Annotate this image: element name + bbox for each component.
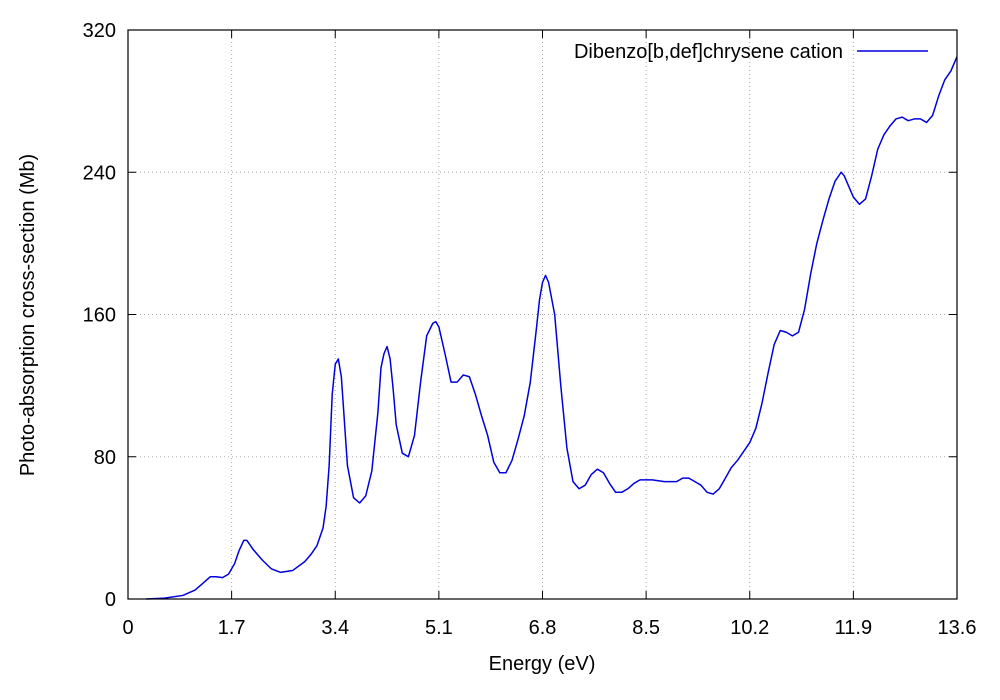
x-tick-label: 10.2	[730, 617, 769, 639]
tick-labels: 0 1.7 3.4 5.1 6.8 8.5 10.2 11.9 13.6 0 80 160 240 320	[83, 20, 977, 639]
series-line	[146, 56, 958, 600]
x-tick-label: 8.5	[632, 617, 660, 639]
x-tick-label: 13.6	[938, 617, 977, 639]
y-tick-label: 240	[83, 162, 116, 184]
x-tick-label: 0	[122, 617, 133, 639]
y-axis-title: Photo-absorption cross-section (Mb)	[17, 154, 39, 476]
legend: Dibenzo[b,def]chrysene cation	[574, 41, 928, 63]
grid-lines	[128, 30, 957, 599]
y-tick-label: 320	[83, 20, 116, 42]
x-axis-title: Energy (eV)	[489, 653, 596, 675]
y-tick-label: 0	[105, 589, 116, 611]
series-lines	[146, 56, 958, 600]
legend-label: Dibenzo[b,def]chrysene cation	[574, 41, 843, 63]
x-tick-label: 11.9	[835, 617, 872, 639]
x-tick-label: 6.8	[529, 617, 557, 639]
y-tick-label: 80	[94, 447, 116, 469]
axis-ticks	[127, 29, 958, 600]
x-tick-label: 1.7	[218, 617, 246, 639]
x-tick-label: 3.4	[321, 617, 349, 639]
y-tick-label: 160	[83, 305, 116, 327]
x-tick-label: 5.1	[425, 617, 453, 639]
